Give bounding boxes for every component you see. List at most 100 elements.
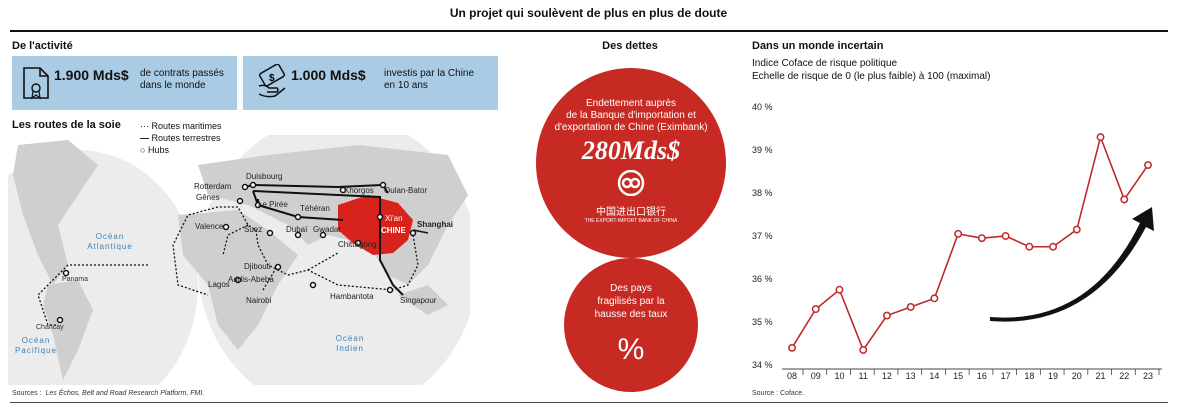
debts-heading: Des dettes (602, 40, 658, 52)
x-tick-label: 23 (1143, 371, 1153, 381)
circle1-value: 280Mds$ (581, 136, 681, 165)
coface-line-chart: 34 % 35 % 36 % 37 % 38 % 39 % 40 % 08 09 10 11 12 13… (752, 102, 1162, 381)
eurasia-shape (198, 145, 468, 285)
circle2-line2: fragilisés par la (597, 296, 665, 307)
hub-khorgos (339, 186, 347, 194)
silk-road-map (8, 135, 470, 385)
hub-chittagong (354, 239, 362, 247)
hub-valence (222, 223, 230, 231)
trend-arrow-icon (990, 207, 1154, 322)
north-america-shape (13, 140, 98, 285)
data-point (1049, 242, 1058, 251)
stat1-value: 1.900 Mds$ (54, 67, 129, 83)
label-suez: Suez (244, 225, 263, 234)
sources-left: Sources : Les Échos, Belt and Road Resea… (12, 390, 205, 397)
bottom-rule (10, 402, 1168, 403)
ocean-atlantique: Océan Atlantique (87, 232, 133, 251)
data-point (1096, 133, 1105, 142)
activity-heading: De l'activité (12, 40, 73, 52)
hub-lepiree (254, 201, 262, 209)
eximbank-circle: Endettement auprès de la Banque d'import… (536, 68, 726, 258)
label-djibouti: Djibouti (244, 262, 271, 271)
label-lepiree: Le Pirée (258, 200, 288, 209)
stat-box-investments: $ 1.000 Mds$ investis par la Chine en 10… (243, 56, 498, 110)
x-tick-label: 22 (1119, 371, 1129, 381)
fragile-countries-circle: Des pays fragilisés par la hausse des ta… (564, 258, 698, 392)
label-chittagong: Chittagong (338, 240, 377, 249)
southeast-asia-shape (398, 285, 448, 315)
x-tick-label: 16 (977, 371, 987, 381)
x-tick-label: 09 (811, 371, 821, 381)
x-tick-label: 21 (1096, 371, 1106, 381)
hub-singapour (386, 286, 394, 294)
data-point (954, 229, 963, 238)
bank-name-cn: 中国进出口银行 (596, 207, 666, 218)
label-xian: Xi'an (385, 214, 403, 223)
eximbank-logo-icon (617, 169, 645, 197)
x-tick-label: 19 (1048, 371, 1058, 381)
label-addis: Addis-Abeba (228, 275, 274, 284)
data-point (977, 234, 986, 243)
x-tick-label: 17 (1001, 371, 1011, 381)
label-panama: Panama (62, 276, 89, 283)
data-point (1001, 232, 1010, 240)
y-tick-label: 39 % (752, 145, 773, 155)
label-rotterdam: Rotterdam (194, 182, 232, 191)
hub-oulanbator (379, 181, 387, 189)
data-point (882, 311, 891, 320)
stat-box-contracts: 1.900 Mds$ de contrats passés dans le mo… (12, 56, 237, 110)
hub-rotterdam (241, 183, 249, 191)
data-point (1144, 161, 1152, 170)
hub-suez (266, 229, 274, 237)
stat1-text-2: dans le monde (140, 80, 206, 91)
x-tick-label: 12 (882, 371, 892, 381)
circle1-line2: de la Banque d'importation et (566, 110, 696, 121)
y-tick-label: 35 % (752, 317, 773, 327)
x-tick-label: 14 (929, 371, 939, 381)
stat2-value: 1.000 Mds$ (291, 67, 366, 83)
label-hambantota: Hambantota (330, 292, 374, 301)
chart-subtitle-1: Indice Coface de risque politique (752, 58, 898, 69)
hub-genes (236, 197, 244, 205)
money-hand-icon: $ (258, 64, 286, 98)
stat2-text-2: en 10 ans (384, 80, 428, 91)
series-line (791, 134, 1149, 352)
svg-text:$: $ (269, 73, 275, 84)
label-chancay: Chancay (36, 324, 64, 331)
data-point (1072, 225, 1081, 234)
stat2-text-1: investis par la Chine (384, 68, 475, 79)
hub-gwadar (319, 231, 327, 239)
x-tick-label: 20 (1072, 371, 1082, 381)
y-tick-label: 40 % (752, 102, 773, 112)
hub-xian (376, 213, 384, 221)
label-nairobi: Nairobi (246, 296, 272, 305)
chart-heading: Dans un monde incertain (752, 40, 884, 52)
legend-land: — Routes terrestres (140, 133, 221, 143)
label-genes: Gênes (196, 193, 220, 202)
circle1-line3: d'exportation de Chine (Eximbank) (554, 122, 708, 133)
chart-source: Source : Coface. (752, 390, 805, 397)
data-point (906, 303, 915, 311)
top-rule (10, 30, 1168, 32)
x-tick-label: 13 (906, 371, 916, 381)
hub-shanghai (409, 229, 417, 237)
circle2-line3: hausse des taux (594, 309, 668, 320)
label-lagos: Lagos (208, 280, 230, 289)
label-teheran: Téhéran (300, 204, 330, 213)
hub-lagos (234, 276, 242, 284)
land-routes (244, 183, 389, 221)
label-oulanbator: Oulan-Bator (384, 186, 428, 195)
data-point (788, 343, 796, 352)
y-tick-label: 36 % (752, 274, 773, 284)
y-tick-label: 38 % (752, 188, 773, 198)
page-title: Un projet qui soulèvent de plus en plus … (449, 6, 728, 20)
hub-djibouti (274, 263, 282, 271)
circle1-line1: Endettement auprès (585, 98, 677, 109)
percent-icon: % (617, 333, 645, 366)
label-khorgos: Khorgos (344, 186, 374, 195)
x-tick-label: 18 (1024, 371, 1034, 381)
hub-chancay (56, 316, 64, 324)
data-point (1025, 242, 1034, 251)
label-duisbourg: Duisbourg (246, 172, 283, 181)
y-tick-label: 37 % (752, 231, 773, 241)
